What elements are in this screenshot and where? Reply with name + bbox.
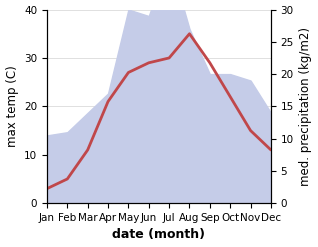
X-axis label: date (month): date (month) xyxy=(113,228,205,242)
Y-axis label: max temp (C): max temp (C) xyxy=(5,65,18,147)
Y-axis label: med. precipitation (kg/m2): med. precipitation (kg/m2) xyxy=(300,27,313,186)
